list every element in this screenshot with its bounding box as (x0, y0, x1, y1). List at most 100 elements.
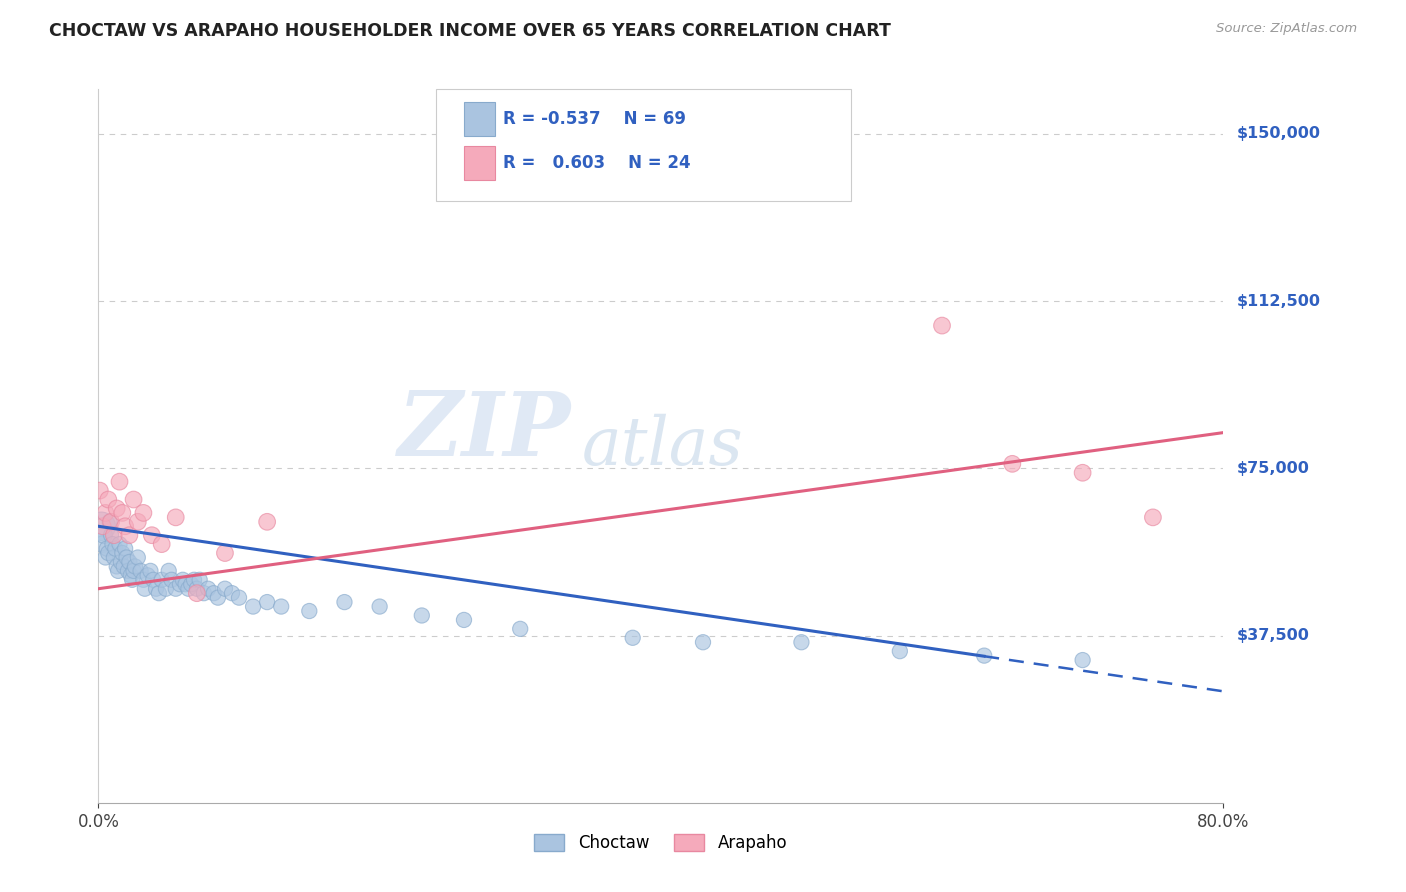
Point (155, 582, 177, 596)
Text: R = -0.537    N = 69: R = -0.537 N = 69 (503, 110, 686, 128)
Point (165, 582, 187, 596)
Point (107, 564, 129, 578)
Point (136, 568, 159, 582)
Text: $37,500: $37,500 (1237, 628, 1310, 643)
Point (90, 519, 112, 533)
Point (127, 550, 149, 565)
Point (186, 582, 208, 596)
Point (97, 546, 120, 560)
Point (101, 537, 124, 551)
Point (132, 506, 155, 520)
Point (368, 599, 391, 614)
Point (931, 318, 953, 333)
Point (202, 586, 225, 600)
Point (1071, 466, 1094, 480)
Point (228, 591, 250, 605)
Point (509, 622, 531, 636)
Point (141, 528, 163, 542)
Point (117, 564, 139, 578)
Point (150, 537, 173, 551)
Point (110, 555, 132, 569)
Point (197, 582, 219, 596)
Text: ZIP: ZIP (398, 389, 571, 475)
Point (188, 573, 211, 587)
Point (148, 586, 170, 600)
Text: CHOCTAW VS ARAPAHO HOUSEHOLDER INCOME OVER 65 YEARS CORRELATION CHART: CHOCTAW VS ARAPAHO HOUSEHOLDER INCOME OV… (49, 22, 891, 40)
Point (122, 564, 145, 578)
Point (111, 546, 134, 560)
Point (169, 577, 191, 591)
Point (453, 613, 475, 627)
Point (790, 635, 813, 649)
Point (256, 595, 278, 609)
Point (93, 528, 115, 542)
Point (172, 573, 194, 587)
Text: R =   0.603    N = 24: R = 0.603 N = 24 (503, 154, 690, 172)
Point (91, 537, 114, 551)
Point (94, 506, 117, 520)
Point (127, 515, 149, 529)
Point (124, 559, 146, 574)
Point (104, 541, 127, 556)
Point (174, 577, 197, 591)
Point (91, 519, 114, 533)
Point (132, 573, 155, 587)
Point (118, 555, 141, 569)
Point (112, 559, 135, 574)
Point (270, 599, 292, 614)
Point (214, 546, 236, 560)
Point (183, 573, 205, 587)
Point (150, 573, 173, 587)
Point (108, 537, 131, 551)
Point (98, 515, 121, 529)
Point (214, 582, 236, 596)
Point (100, 528, 122, 542)
Point (692, 635, 714, 649)
Point (114, 541, 136, 556)
Point (889, 644, 911, 658)
Point (105, 559, 128, 574)
Point (207, 591, 229, 605)
Point (180, 577, 202, 591)
Point (94, 550, 117, 565)
Point (105, 501, 128, 516)
Point (621, 631, 644, 645)
Point (973, 648, 995, 663)
Point (103, 550, 125, 565)
Text: $150,000: $150,000 (1237, 127, 1322, 141)
Text: $75,000: $75,000 (1237, 461, 1310, 475)
Point (103, 528, 125, 542)
Point (1001, 457, 1024, 471)
Point (186, 586, 208, 600)
Point (1071, 653, 1094, 667)
Point (242, 599, 264, 614)
Point (139, 564, 162, 578)
Point (221, 586, 243, 600)
Point (120, 568, 142, 582)
Point (160, 573, 183, 587)
Point (89, 483, 111, 498)
Point (121, 573, 143, 587)
Point (411, 608, 433, 623)
Point (97, 492, 120, 507)
Point (145, 582, 167, 596)
Point (96, 541, 118, 556)
Point (298, 604, 321, 618)
Point (108, 475, 131, 489)
Point (177, 582, 200, 596)
Legend: Choctaw, Arapaho: Choctaw, Arapaho (527, 827, 794, 859)
Point (142, 573, 165, 587)
Point (114, 519, 136, 533)
Point (111, 506, 134, 520)
Point (256, 515, 278, 529)
Point (100, 515, 122, 529)
Text: atlas: atlas (582, 413, 744, 479)
Point (134, 582, 156, 596)
Point (165, 510, 187, 524)
Point (115, 550, 138, 565)
Text: Source: ZipAtlas.com: Source: ZipAtlas.com (1216, 22, 1357, 36)
Text: $112,500: $112,500 (1237, 293, 1322, 309)
Point (122, 492, 145, 507)
Point (157, 564, 180, 578)
Point (118, 528, 141, 542)
